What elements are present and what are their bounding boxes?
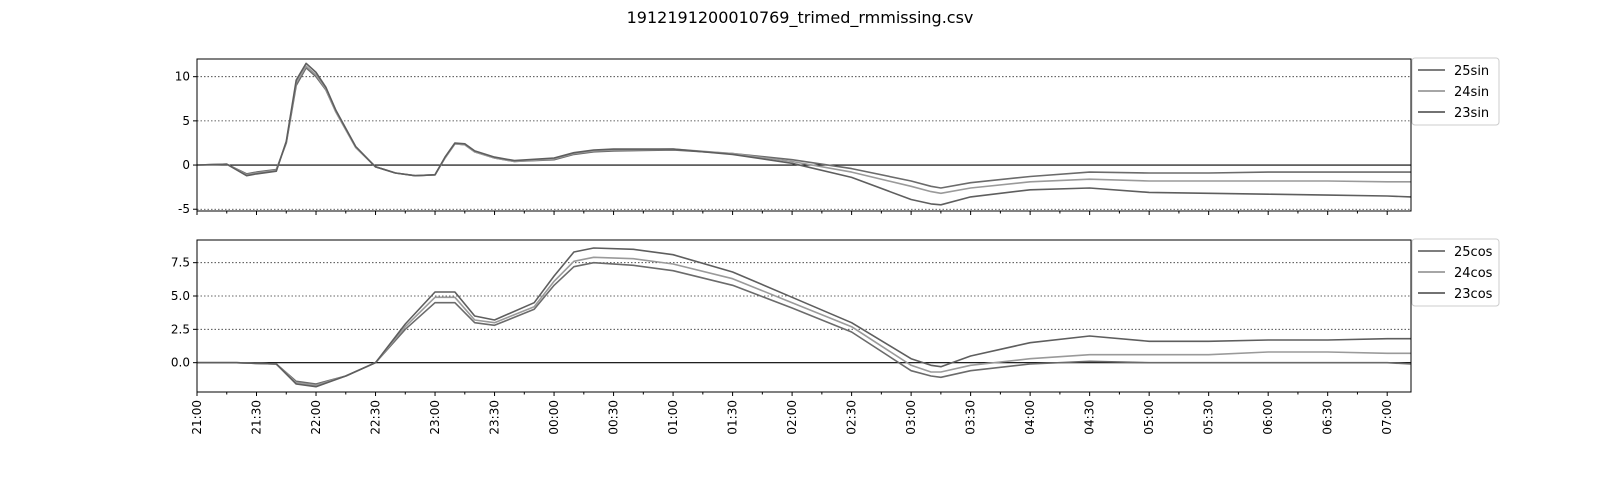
x-tick-label: 21:30 (250, 400, 264, 435)
x-tick-label: 03:00 (904, 400, 918, 435)
x-tick-label: 01:00 (666, 400, 680, 435)
x-tick-label: 06:00 (1261, 400, 1275, 435)
x-tick-label: 04:00 (1023, 400, 1037, 435)
y-tick-label: 2.5 (171, 322, 190, 336)
y-tick-label: 10 (175, 70, 190, 84)
series-line-23cos (197, 247, 1411, 388)
chart-title: 1912191200010769_trimed_rmmissing.csv (626, 8, 974, 27)
legend: 25sin 24sin 23sin (1411, 57, 1500, 126)
x-tick-label: 21:00 (190, 400, 204, 435)
y-tick-label: 7.5 (171, 256, 190, 270)
legend-box (1411, 57, 1500, 126)
x-tick-label: 23:30 (488, 400, 502, 435)
series-line-24sin (196, 65, 1411, 195)
x-tick-label: 03:30 (964, 400, 978, 435)
x-tick-label: 01:30 (726, 400, 740, 435)
x-tick-label: 22:00 (309, 400, 323, 435)
legend-label: 25cos (1454, 245, 1493, 260)
x-tick-label: 22:30 (369, 400, 383, 435)
y-tick-label: 0 (182, 158, 190, 172)
plot-panel-2: 0.0 2.5 5.0 7.5 21:00 21:30 22:00 22:30 23:00 23:… (171, 238, 1500, 435)
series-line-25sin (196, 67, 1411, 189)
axes-frame (196, 239, 1412, 393)
plot-panel-1: -5 0 5 10 25sin 24sin 23sin (175, 57, 1500, 216)
legend-label: 24cos (1454, 266, 1493, 281)
y-tick-label: 0.0 (171, 356, 190, 370)
y-tick-label: 5 (182, 114, 190, 128)
series-line-25cos (197, 261, 1412, 385)
x-tick-label: 07:00 (1380, 400, 1394, 435)
y-tick-label: -5 (178, 202, 190, 216)
legend-label: 23cos (1454, 287, 1493, 302)
x-tick-label: 00:00 (547, 400, 561, 435)
legend-label: 24sin (1454, 85, 1489, 100)
series-line-24cos (197, 256, 1411, 387)
x-tick-label: 02:30 (845, 400, 859, 435)
legend: 25cos 24cos 23cos (1411, 238, 1500, 307)
x-tick-label: 23:00 (428, 400, 442, 435)
series-line-23sin (196, 62, 1412, 206)
x-tick-label: 00:30 (607, 400, 621, 435)
x-tick-label: 02:00 (785, 400, 799, 435)
x-tick-label: 04:30 (1083, 400, 1097, 435)
axes-frame (196, 58, 1412, 212)
x-tick-label: 05:30 (1202, 400, 1216, 435)
y-tick-label: 5.0 (171, 289, 190, 303)
legend-label: 25sin (1454, 64, 1489, 79)
x-tick-label: 06:30 (1321, 400, 1335, 435)
legend-box (1411, 238, 1500, 307)
x-tick-label: 05:00 (1142, 400, 1156, 435)
legend-label: 23sin (1454, 106, 1489, 121)
